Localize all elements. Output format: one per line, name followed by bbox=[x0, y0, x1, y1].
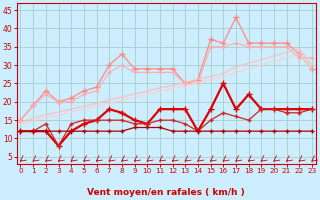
X-axis label: Vent moyen/en rafales ( km/h ): Vent moyen/en rafales ( km/h ) bbox=[87, 188, 245, 197]
